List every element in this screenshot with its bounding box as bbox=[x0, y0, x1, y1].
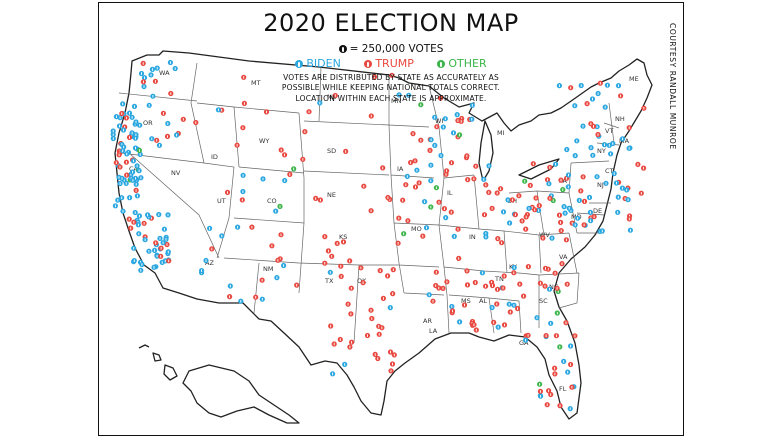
legend-biden: BIDEN bbox=[295, 57, 341, 70]
state-label-ga: GA bbox=[519, 339, 529, 347]
state-label-nm: NM bbox=[263, 265, 273, 273]
state-label-nd: ND bbox=[327, 93, 337, 101]
state-label-nj: NJ bbox=[597, 181, 604, 189]
state-label-ct: CT bbox=[605, 167, 614, 175]
state-label-mi: MI bbox=[497, 129, 505, 137]
state-label-ms: MS bbox=[461, 297, 471, 305]
vote-markers bbox=[110, 59, 647, 412]
state-label-sd: SD bbox=[327, 147, 336, 155]
state-label-ut: UT bbox=[217, 197, 226, 205]
state-label-ia: IA bbox=[397, 165, 404, 173]
map-title: 2020 ELECTION MAP bbox=[263, 9, 519, 37]
state-label-wv: WV bbox=[539, 231, 550, 239]
other-marker-icon bbox=[437, 60, 446, 68]
state-label-nh: NH bbox=[615, 115, 625, 123]
state-label-in: IN bbox=[469, 233, 476, 241]
state-label-il: IL bbox=[447, 189, 453, 197]
state-label-ma: MA bbox=[619, 137, 630, 145]
state-label-mo: MO bbox=[411, 225, 422, 233]
note-line-1: VOTES ARE DISTRIBUTED BY STATE AS ACCURA… bbox=[283, 73, 499, 82]
state-label-vt: VT bbox=[605, 127, 613, 135]
biden-marker-icon bbox=[295, 60, 304, 68]
lake-michigan bbox=[478, 120, 494, 182]
state-label-co: CO bbox=[267, 197, 277, 205]
scale-legend: = 250,000 VOTES bbox=[99, 43, 683, 55]
state-label-sc: SC bbox=[539, 297, 548, 305]
state-label-fl: FL bbox=[559, 385, 567, 393]
state-label-la: LA bbox=[429, 327, 438, 335]
scale-marker-icon bbox=[338, 45, 347, 53]
us-outline bbox=[114, 50, 653, 420]
lake-erie bbox=[518, 158, 560, 180]
state-label-id: ID bbox=[211, 153, 218, 161]
state-label-nv: NV bbox=[171, 169, 181, 177]
map-frame: WAORCANVIDMTWYUTCOAZNMNDSDNEKSOKTXMNIAMO… bbox=[98, 2, 684, 436]
state-label-az: AZ bbox=[205, 259, 214, 267]
legend-trump: TRUMP bbox=[364, 57, 414, 70]
state-label-al: AL bbox=[479, 297, 487, 305]
state-label-or: OR bbox=[143, 119, 153, 127]
state-label-me: ME bbox=[629, 75, 639, 83]
state-label-wy: WY bbox=[259, 137, 269, 145]
state-label-layer: WAORCANVIDMTWYUTCOAZNMNDSDNEKSOKTXMNIAMO… bbox=[129, 69, 639, 393]
state-label-va: VA bbox=[559, 253, 568, 261]
map-note: VOTES ARE DISTRIBUTED BY STATE AS ACCURA… bbox=[99, 73, 683, 104]
credit-text: COURTESY RANDALL MUNROE bbox=[668, 23, 677, 150]
note-line-3: LOCATION WITHIN EACH STATE IS APPROXIMAT… bbox=[295, 94, 487, 103]
state-label-ks: KS bbox=[339, 233, 347, 241]
us-map: WAORCANVIDMTWYUTCOAZNMNDSDNEKSOKTXMNIAMO… bbox=[110, 50, 653, 424]
state-label-wa: WA bbox=[159, 69, 170, 77]
state-label-ne: NE bbox=[327, 191, 336, 199]
alaska-outline bbox=[182, 364, 300, 424]
state-label-ny: NY bbox=[597, 147, 606, 155]
scale-text: = 250,000 VOTES bbox=[349, 43, 444, 55]
state-label-wi: WI bbox=[435, 117, 443, 125]
state-label-nc: NC bbox=[549, 283, 559, 291]
hawaii-outline bbox=[138, 344, 178, 381]
trump-marker-icon bbox=[364, 60, 373, 68]
state-label-tx: TX bbox=[324, 277, 334, 285]
state-label-de: DE bbox=[593, 207, 602, 215]
state-label-ca: CA bbox=[129, 165, 139, 173]
state-label-mt: MT bbox=[251, 79, 261, 87]
candidate-legend: BIDEN TRUMP OTHER bbox=[99, 57, 683, 70]
state-label-ar: AR bbox=[423, 317, 432, 325]
state-label-tn: TN bbox=[494, 275, 504, 283]
legend-other: OTHER bbox=[437, 57, 487, 70]
state-label-mn: MN bbox=[391, 97, 402, 105]
note-line-2: POSSIBLE WHILE KEEPING NATIONAL TOTALS C… bbox=[281, 82, 501, 92]
